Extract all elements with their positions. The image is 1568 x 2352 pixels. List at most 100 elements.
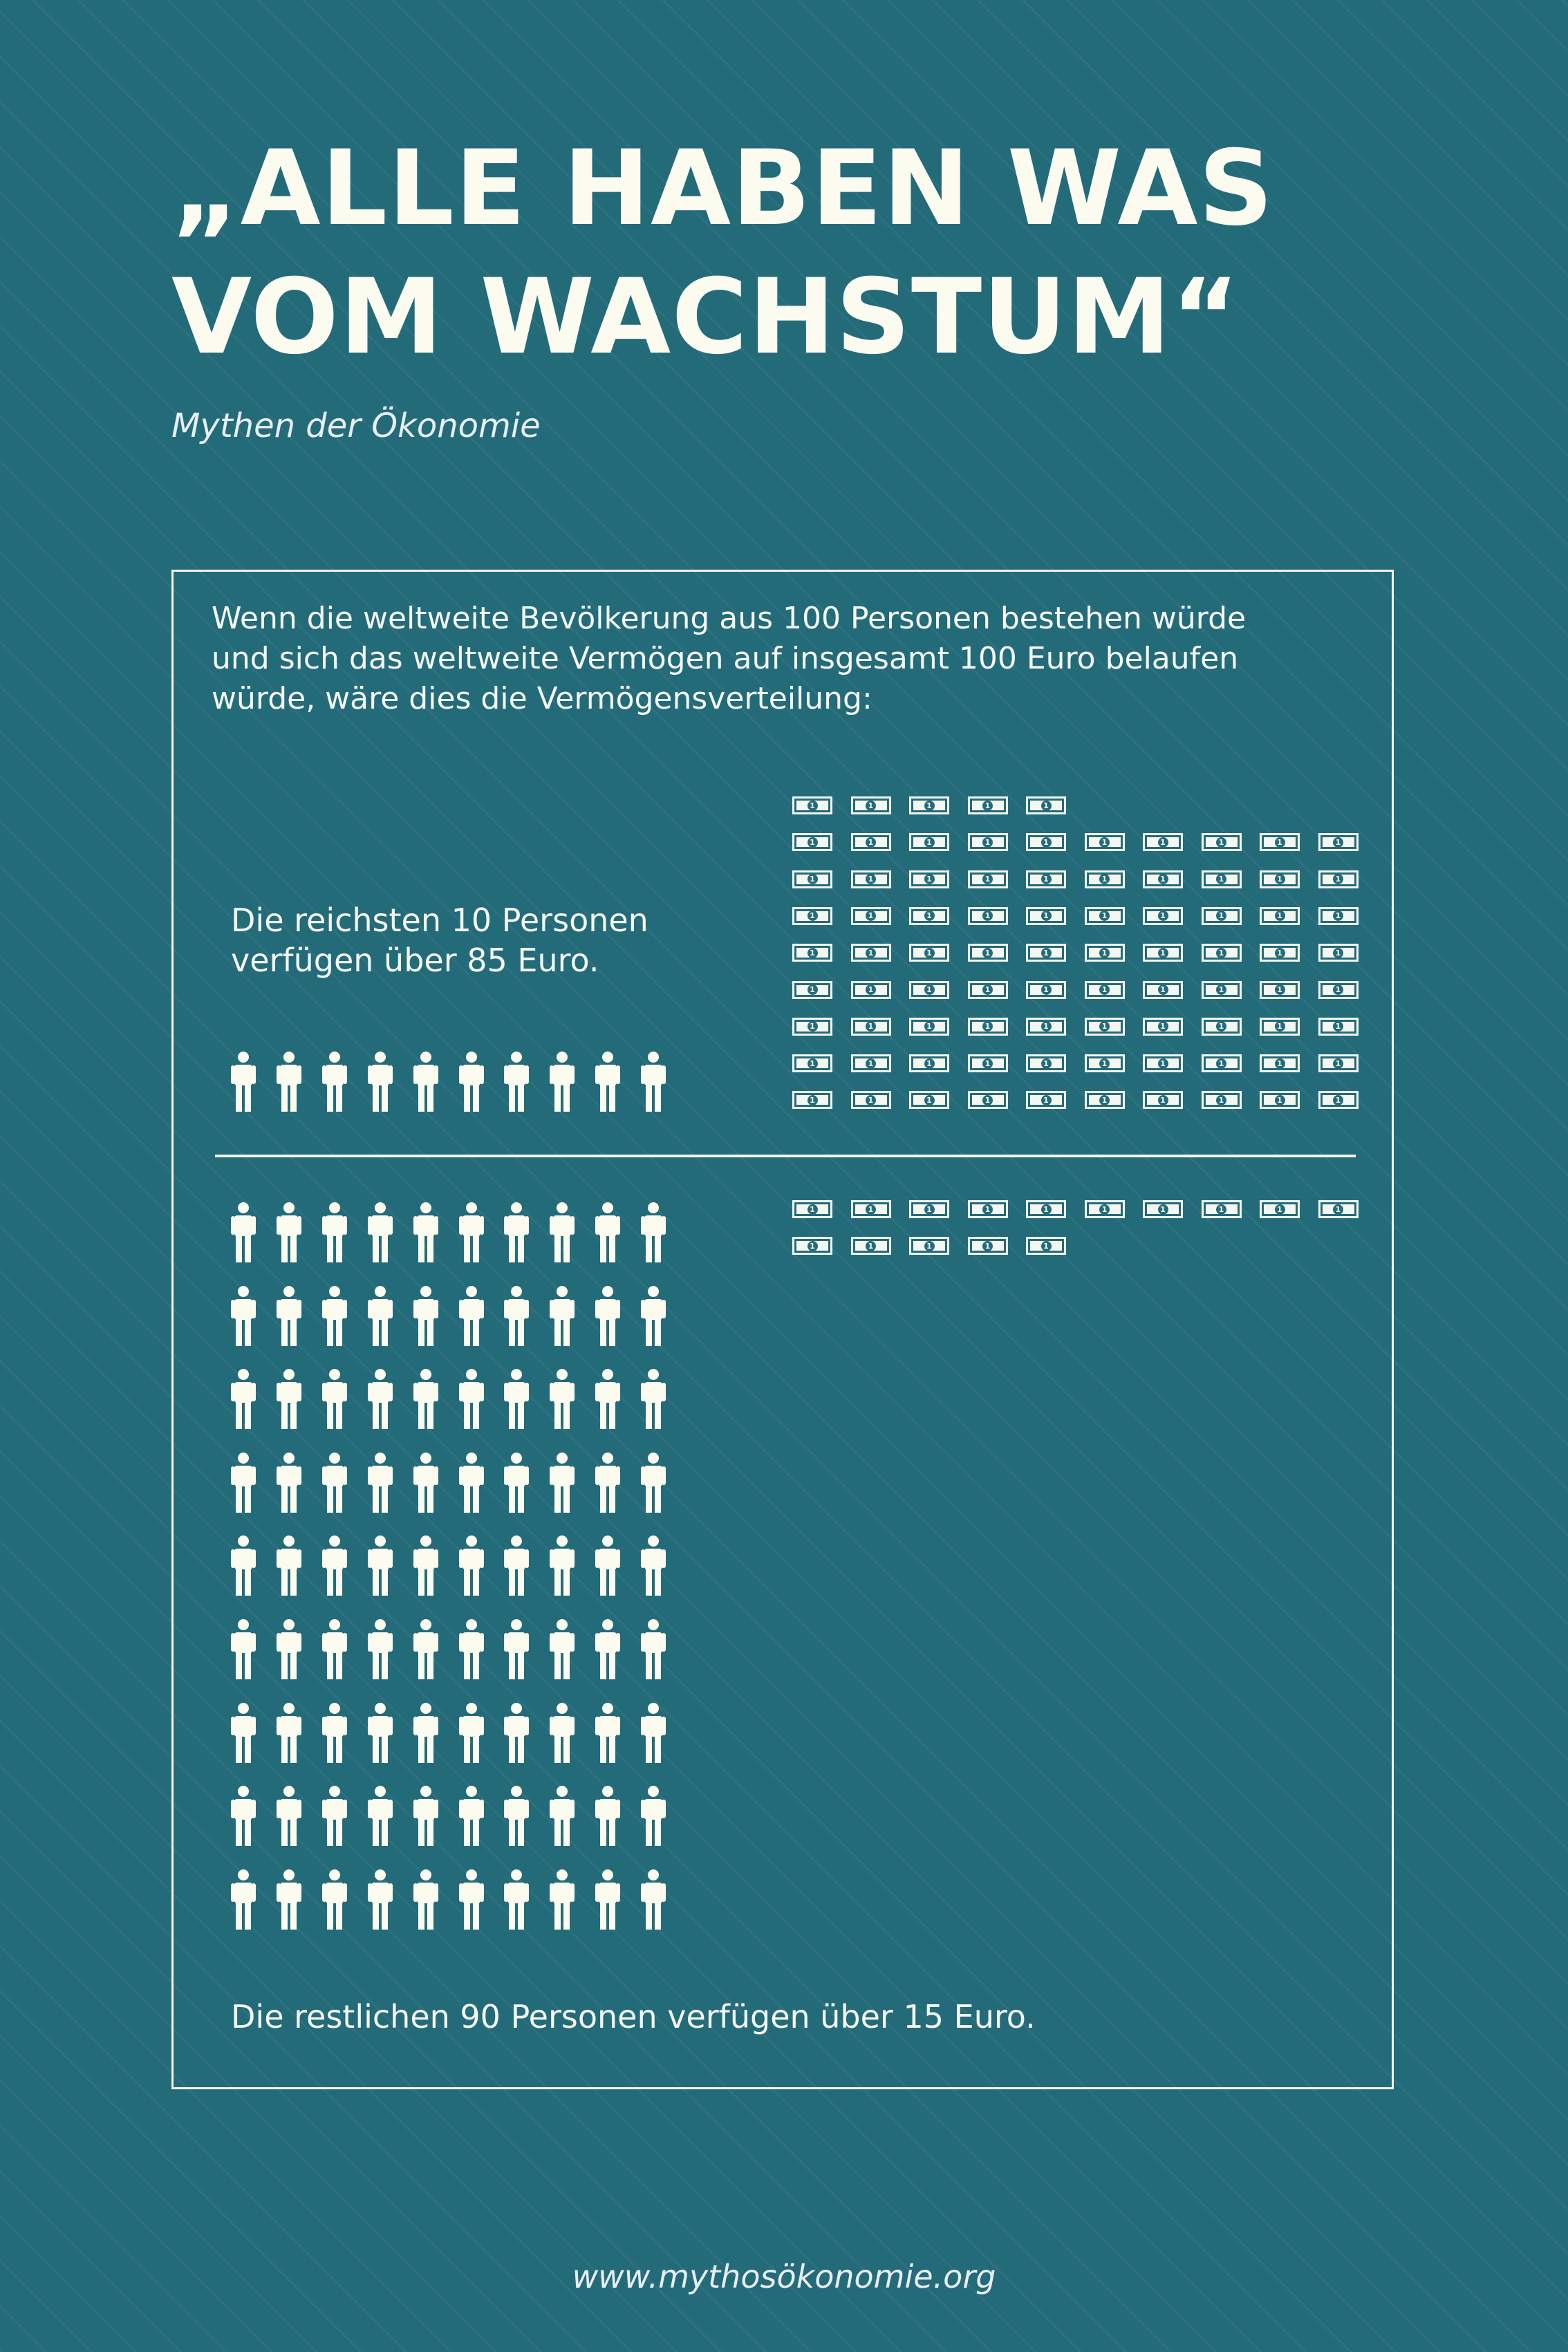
- one-euro-banknote-icon: [850, 1091, 891, 1110]
- one-euro-banknote-icon: [909, 1091, 949, 1110]
- one-euro-banknote-icon: [1201, 1054, 1242, 1073]
- person-icon: [548, 1869, 576, 1934]
- person-icon: [321, 1285, 348, 1350]
- one-euro-banknote-icon: [967, 1237, 1008, 1255]
- person-icon: [640, 1368, 667, 1433]
- person-icon: [230, 1051, 257, 1116]
- person-icon: [548, 1202, 576, 1267]
- person-icon: [412, 1785, 440, 1850]
- person-icon: [321, 1702, 348, 1767]
- rich-caption: Die reichsten 10 Personen verfügen über …: [231, 902, 648, 979]
- one-euro-banknote-icon: [1026, 980, 1066, 999]
- one-euro-banknote-icon: [792, 1091, 832, 1110]
- one-euro-banknote-icon: [1084, 870, 1125, 888]
- person-icon: [458, 1618, 485, 1683]
- person-icon: [594, 1202, 622, 1267]
- person-icon: [321, 1202, 348, 1267]
- person-icon: [503, 1051, 530, 1116]
- person-icon: [594, 1702, 622, 1767]
- infographic-panel: [171, 570, 1394, 2089]
- one-euro-banknote-icon: [1260, 1200, 1300, 1218]
- one-euro-banknote-icon: [1084, 906, 1125, 925]
- one-euro-banknote-icon: [792, 796, 832, 814]
- person-icon: [503, 1702, 530, 1767]
- one-euro-banknote-icon: [1318, 944, 1359, 962]
- one-euro-banknote-icon: [1143, 870, 1183, 888]
- one-euro-banknote-icon: [1084, 833, 1125, 852]
- one-euro-banknote-icon: [1260, 944, 1300, 962]
- person-icon: [412, 1702, 440, 1767]
- one-euro-banknote-icon: [1026, 1091, 1066, 1110]
- one-euro-banknote-icon: [1318, 906, 1359, 925]
- one-euro-banknote-icon: [1026, 870, 1066, 888]
- one-euro-banknote-icon: [1084, 1200, 1125, 1218]
- one-euro-banknote-icon: [1026, 944, 1066, 962]
- person-icon: [230, 1202, 257, 1267]
- one-euro-banknote-icon: [1260, 906, 1300, 925]
- one-euro-banknote-icon: [967, 796, 1008, 814]
- person-icon: [594, 1869, 622, 1934]
- one-euro-banknote-icon: [1084, 1017, 1125, 1036]
- intro-text: Wenn die weltweite Bevölkerung aus 100 P…: [212, 601, 1247, 716]
- person-icon: [548, 1618, 576, 1683]
- person-icon: [640, 1702, 667, 1767]
- person-icon: [458, 1202, 485, 1267]
- person-icon: [548, 1785, 576, 1850]
- one-euro-banknote-icon: [909, 980, 949, 999]
- one-euro-banknote-icon: [909, 1054, 949, 1073]
- person-icon: [458, 1535, 485, 1600]
- person-icon: [275, 1618, 303, 1683]
- page-title: „ALLE HABEN WAS VOM WACHSTUM“: [171, 124, 1274, 382]
- person-icon: [230, 1869, 257, 1934]
- one-euro-banknote-icon: [1026, 1054, 1066, 1073]
- one-euro-banknote-icon: [1143, 833, 1183, 852]
- person-icon: [366, 1869, 394, 1934]
- one-euro-banknote-icon: [792, 944, 832, 962]
- one-euro-banknote-icon: [792, 906, 832, 925]
- one-euro-banknote-icon: [967, 1017, 1008, 1036]
- person-icon: [275, 1452, 303, 1517]
- person-icon: [640, 1869, 667, 1934]
- one-euro-banknote-icon: [1318, 1200, 1359, 1218]
- one-euro-banknote-icon: [1260, 980, 1300, 999]
- person-icon: [640, 1785, 667, 1850]
- person-icon: [412, 1202, 440, 1267]
- person-icon: [321, 1869, 348, 1934]
- footer-url[interactable]: www.mythosökonomie.org: [572, 2258, 996, 2295]
- person-icon: [275, 1535, 303, 1600]
- person-icon: [366, 1702, 394, 1767]
- person-icon: [503, 1452, 530, 1517]
- one-euro-banknote-icon: [1084, 1054, 1125, 1073]
- person-icon: [458, 1285, 485, 1350]
- one-euro-banknote-icon: [1201, 906, 1242, 925]
- person-icon: [366, 1535, 394, 1600]
- person-icon: [503, 1368, 530, 1433]
- person-icon: [548, 1368, 576, 1433]
- one-euro-banknote-icon: [1026, 1200, 1066, 1218]
- one-euro-banknote-icon: [850, 796, 891, 814]
- one-euro-banknote-icon: [1201, 833, 1242, 852]
- person-icon: [275, 1869, 303, 1934]
- one-euro-banknote-icon: [1084, 944, 1125, 962]
- one-euro-banknote-icon: [1143, 1054, 1183, 1073]
- person-icon: [366, 1618, 394, 1683]
- person-icon: [230, 1618, 257, 1683]
- one-euro-banknote-icon: [967, 906, 1008, 925]
- person-icon: [594, 1285, 622, 1350]
- one-euro-banknote-icon: [1318, 833, 1359, 852]
- person-icon: [366, 1202, 394, 1267]
- one-euro-banknote-icon: [967, 833, 1008, 852]
- person-icon: [548, 1452, 576, 1517]
- one-euro-banknote-icon: [792, 1054, 832, 1073]
- person-icon: [594, 1785, 622, 1850]
- one-euro-banknote-icon: [1318, 870, 1359, 888]
- person-icon: [275, 1285, 303, 1350]
- person-icon: [321, 1051, 348, 1116]
- one-euro-banknote-icon: [792, 1017, 832, 1036]
- one-euro-banknote-icon: [1260, 1017, 1300, 1036]
- person-icon: [594, 1051, 622, 1116]
- one-euro-banknote-icon: [850, 1017, 891, 1036]
- one-euro-banknote-icon: [1260, 870, 1300, 888]
- person-icon: [412, 1285, 440, 1350]
- person-icon: [412, 1869, 440, 1934]
